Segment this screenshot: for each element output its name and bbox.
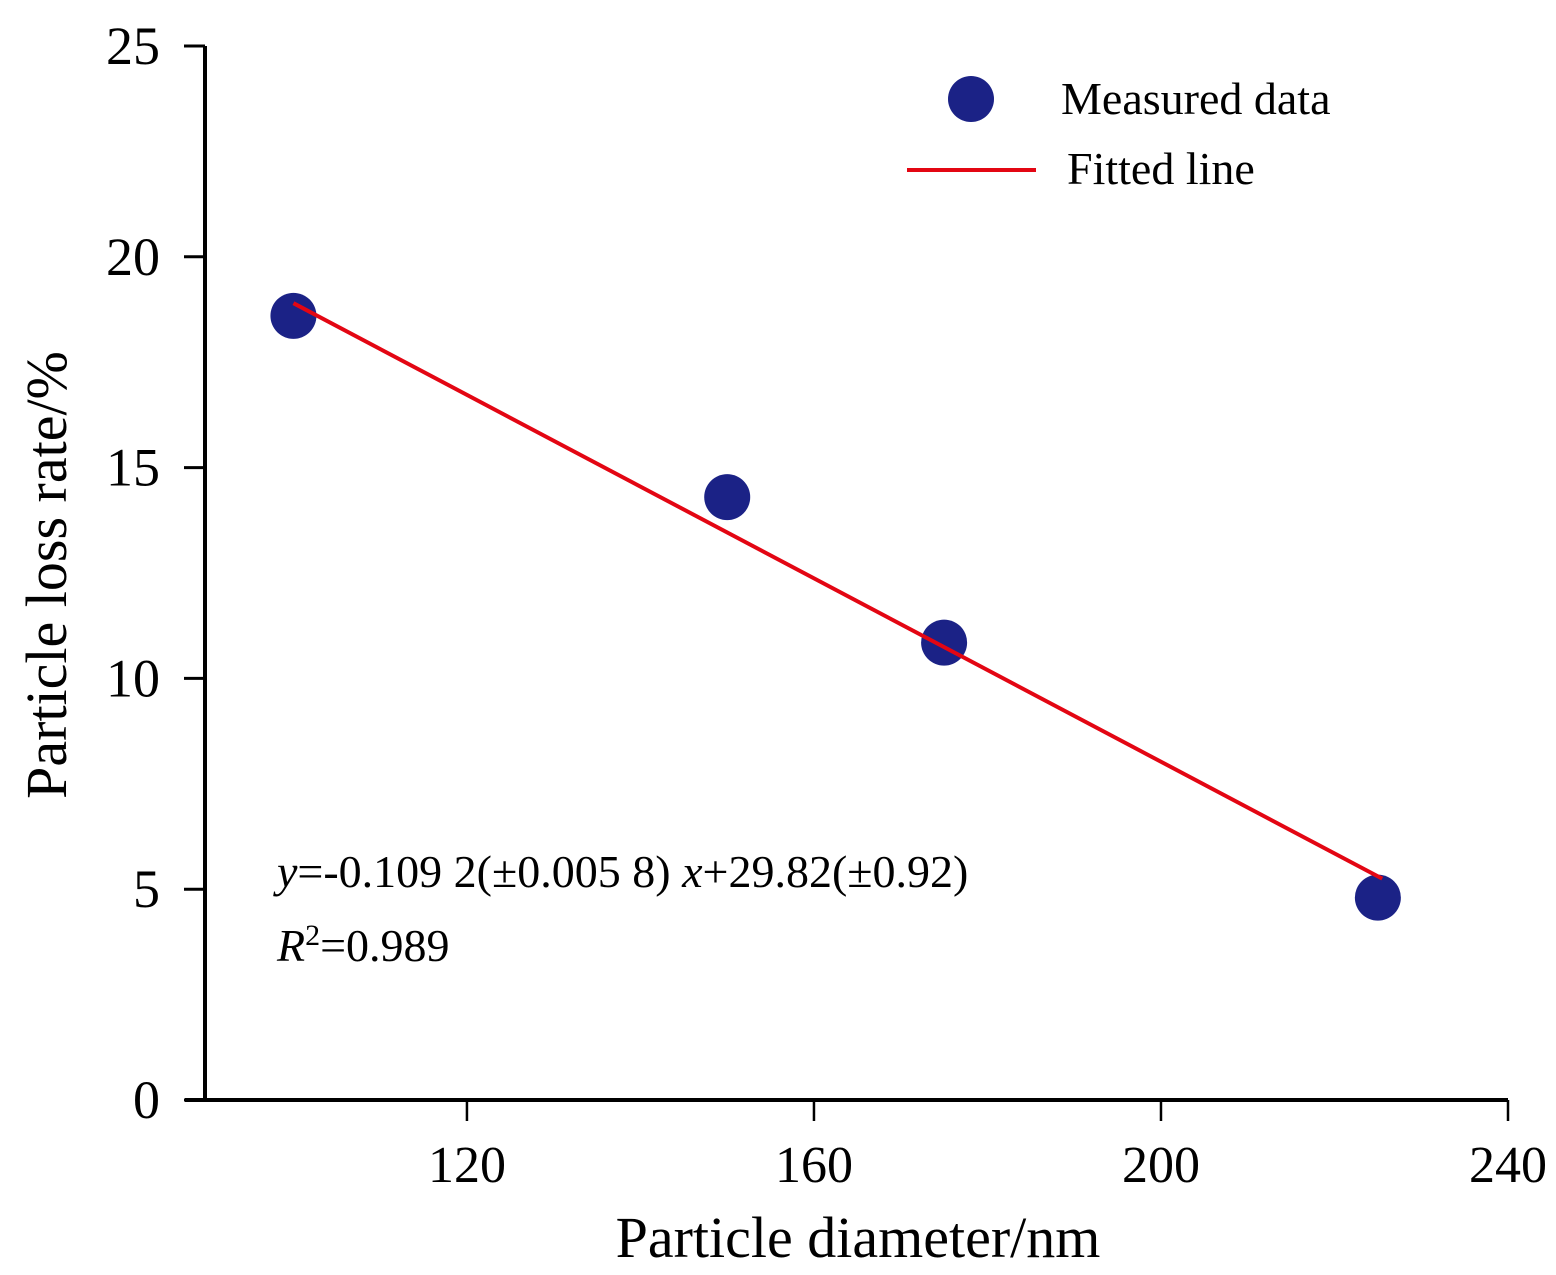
data-point <box>921 619 968 666</box>
x-tick-label: 160 <box>775 1137 853 1194</box>
equation-y-var: y <box>273 846 298 897</box>
legend-marker-measured <box>948 76 994 122</box>
y-tick-label: 5 <box>133 859 160 919</box>
fit-equation: y=-0.109 2(±0.005 8) x+29.82(±0.92) <box>273 846 968 897</box>
y-tick-label: 0 <box>133 1070 160 1130</box>
y-tick-label: 25 <box>106 16 160 76</box>
y-tick-label: 15 <box>106 438 160 498</box>
fitted-line-group <box>292 301 1384 881</box>
measured-points-group <box>270 292 1401 921</box>
legend: Measured data Fitted line <box>907 73 1331 194</box>
y-axis-label: Particle loss rate/% <box>14 351 79 799</box>
r-squared-value: =0.989 <box>320 920 449 971</box>
r-squared-sup: 2 <box>305 919 320 952</box>
y-tick-label: 20 <box>106 227 160 287</box>
equation-x-var: x <box>681 846 703 897</box>
legend-label-fitted: Fitted line <box>1067 143 1255 194</box>
data-point <box>704 474 751 521</box>
x-axis-label: Particle diameter/nm <box>616 1205 1101 1270</box>
data-point <box>1354 874 1401 921</box>
r-squared: R2=0.989 <box>276 919 450 971</box>
data-point <box>270 292 317 339</box>
y-tick-label: 10 <box>106 648 160 708</box>
equation-part2: +29.82(±0.92) <box>703 846 969 897</box>
x-tick-label: 200 <box>1122 1137 1200 1194</box>
axes: 120 160 200 240 0 5 10 15 20 25 <box>106 16 1547 1194</box>
fitted-line <box>292 301 1384 881</box>
equation-part1: =-0.109 2(±0.005 8) <box>297 846 682 897</box>
r-squared-var: R <box>276 920 305 971</box>
x-tick-label: 120 <box>428 1137 506 1194</box>
legend-label-measured: Measured data <box>1061 73 1331 124</box>
x-tick-label: 240 <box>1469 1137 1547 1194</box>
